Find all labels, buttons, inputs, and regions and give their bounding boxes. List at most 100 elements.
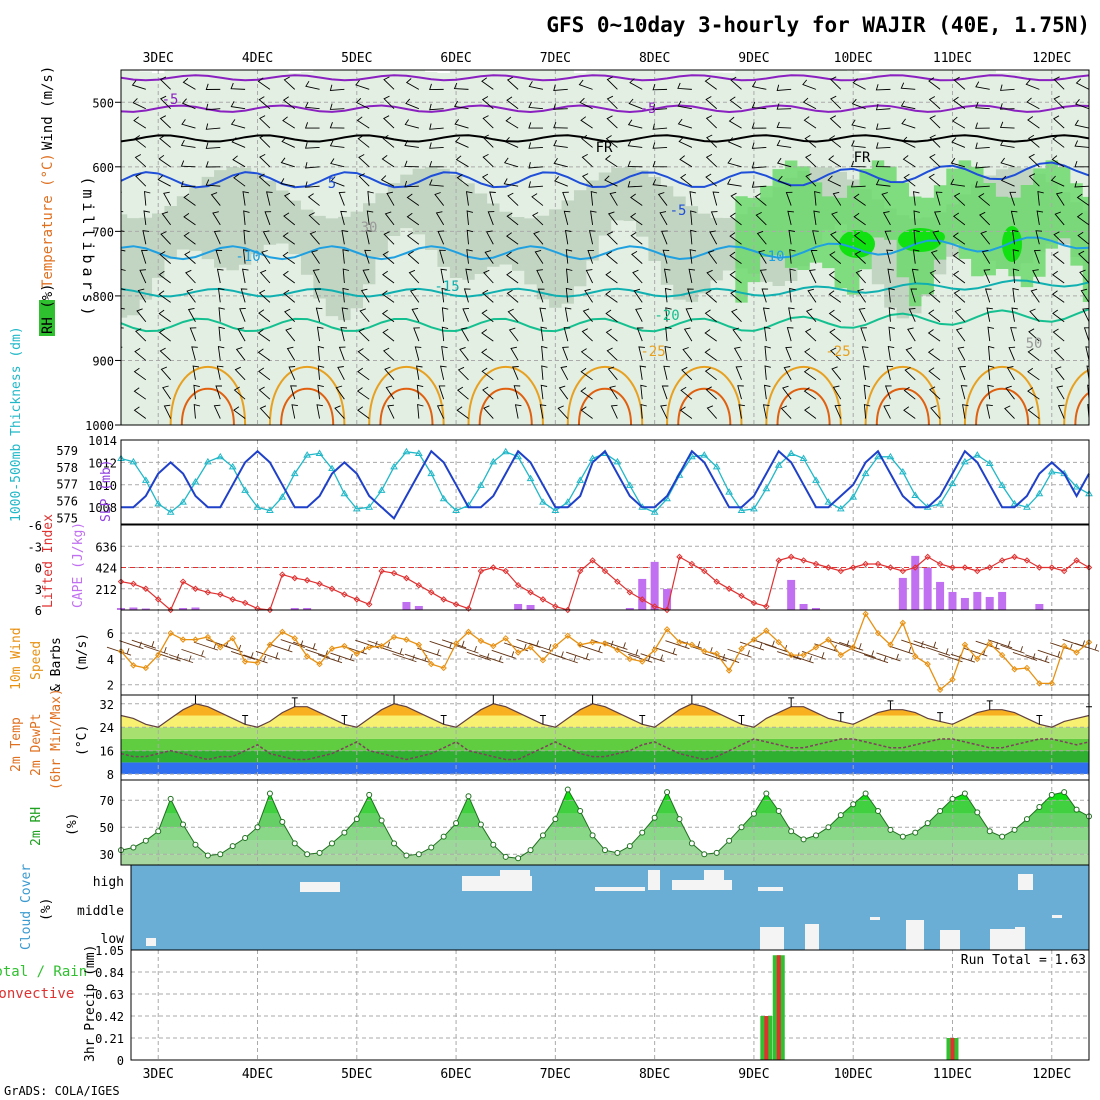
wind-barb xyxy=(183,232,196,245)
thickness-marker xyxy=(948,479,957,487)
wind-barb xyxy=(630,193,643,206)
wind-barb xyxy=(861,346,869,361)
wind10-barb xyxy=(1025,654,1050,664)
li-marker xyxy=(353,596,361,603)
wind-barb xyxy=(805,154,817,168)
li-marker xyxy=(341,591,348,598)
wind-barb xyxy=(486,230,494,245)
wind-barb xyxy=(729,251,742,265)
wind-barb xyxy=(454,118,469,129)
wind10-barb xyxy=(901,639,926,649)
thickness-marker xyxy=(898,467,907,475)
wind-barb xyxy=(785,346,792,361)
wind-barb xyxy=(404,139,419,148)
rh-band xyxy=(121,813,1089,828)
precip-tick: 0.21 xyxy=(95,1032,124,1046)
thickness-marker xyxy=(477,481,485,488)
wind-barb xyxy=(780,405,792,419)
wind10-marker xyxy=(1073,649,1080,656)
wind10-barb xyxy=(243,654,268,664)
wind-barb xyxy=(729,232,742,245)
wind-barb xyxy=(785,191,793,206)
wind-barb xyxy=(233,174,246,187)
precip-tick: 0.42 xyxy=(95,1010,124,1024)
wind-barb xyxy=(407,251,420,264)
temp-max-whisker xyxy=(242,715,249,725)
wind-barb xyxy=(805,173,817,187)
wind-barb xyxy=(159,115,171,129)
wind-barb xyxy=(1076,193,1089,206)
thickness-marker xyxy=(998,481,1007,488)
wind-barb xyxy=(434,192,445,206)
wind10-marker xyxy=(428,660,435,668)
li-marker xyxy=(576,567,584,575)
cloud-block xyxy=(906,920,924,950)
li-marker xyxy=(825,564,832,571)
wind-barb xyxy=(205,83,221,90)
rh-marker xyxy=(378,817,385,824)
wind-barb xyxy=(787,210,794,226)
li-marker xyxy=(738,592,745,600)
wind-barb xyxy=(435,211,445,226)
temperature-panel: 32 24 16 8 xyxy=(100,694,1092,782)
wind-barb xyxy=(540,384,548,400)
wind-barb xyxy=(804,406,817,419)
contour-label: -5 xyxy=(640,101,657,117)
wind-barb xyxy=(243,210,250,225)
pressure-level-ticks: 500 600 700 800 900 1000 xyxy=(85,96,121,433)
wind-barb xyxy=(553,84,568,91)
wind-barb xyxy=(506,76,519,90)
rh-marker xyxy=(552,816,559,823)
wind-barb xyxy=(763,326,771,342)
wind-barb xyxy=(183,213,196,226)
rh-marker xyxy=(812,832,819,839)
wind10-barb xyxy=(950,653,976,663)
wind-barb xyxy=(853,193,866,206)
thickness-tick: 575 xyxy=(56,511,78,525)
wind-barb xyxy=(829,135,842,148)
cape-bar xyxy=(811,607,820,610)
contour-30-arch xyxy=(180,387,235,425)
wind-barb xyxy=(1005,385,1015,400)
wind10-barb xyxy=(528,642,554,652)
thickness-tick: 578 xyxy=(56,461,78,475)
contour-25-arch xyxy=(963,365,1041,425)
wind10-marker xyxy=(986,640,993,647)
wind-barb xyxy=(581,135,593,148)
wind-barb xyxy=(213,404,221,419)
wind-barb xyxy=(605,328,618,342)
wind-barb xyxy=(883,404,891,419)
wind10-marker xyxy=(316,660,323,668)
li-marker xyxy=(266,606,274,614)
wind-barb xyxy=(764,345,771,361)
wind-barb xyxy=(706,269,718,284)
wind-barb xyxy=(1000,84,1015,91)
wind-barb xyxy=(441,346,448,361)
wind-barb xyxy=(481,348,494,361)
rh-marker xyxy=(304,851,311,858)
wind-barb xyxy=(282,96,296,110)
wind-barb xyxy=(928,96,941,110)
bottom-date-label: 4DEC xyxy=(242,1067,273,1082)
cloud-cover-panel: high middle low xyxy=(77,865,1089,950)
wind-barb xyxy=(180,139,196,148)
wind10-barb xyxy=(367,640,392,650)
wind10-marker xyxy=(862,610,869,618)
wind-barb xyxy=(441,287,448,303)
wind-barb xyxy=(180,180,196,188)
wind-barb xyxy=(503,178,519,187)
rh-marker xyxy=(738,824,745,831)
wind-barb xyxy=(380,175,395,187)
wind-barb xyxy=(564,229,572,245)
wind-barb xyxy=(776,139,792,148)
rh-marker xyxy=(1073,806,1080,813)
wind10-barb xyxy=(987,639,1013,649)
wind-barb xyxy=(143,210,150,225)
wind-barb xyxy=(355,97,370,110)
slp-label: SLP (mb) xyxy=(99,459,114,522)
wind-barb xyxy=(283,289,296,303)
wind-barb xyxy=(1027,348,1040,361)
rh-marker xyxy=(204,852,211,859)
chart-title: GFS 0~10day 3-hourly for WAJIR (40E, 1.7… xyxy=(546,13,1090,37)
